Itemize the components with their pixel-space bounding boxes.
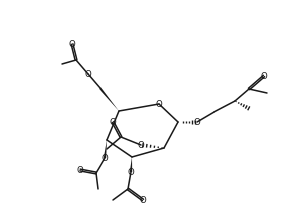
Text: O: O <box>156 99 162 108</box>
Text: O: O <box>128 168 134 177</box>
Text: O: O <box>77 166 83 174</box>
Text: O: O <box>138 140 144 149</box>
Polygon shape <box>104 140 107 158</box>
Text: O: O <box>194 118 200 127</box>
Polygon shape <box>99 87 119 111</box>
Text: O: O <box>68 39 75 49</box>
Text: O: O <box>102 153 108 162</box>
Text: O: O <box>261 71 267 80</box>
Text: O: O <box>85 69 91 78</box>
Text: O: O <box>140 196 146 205</box>
Polygon shape <box>130 157 132 172</box>
Text: O: O <box>110 118 116 127</box>
